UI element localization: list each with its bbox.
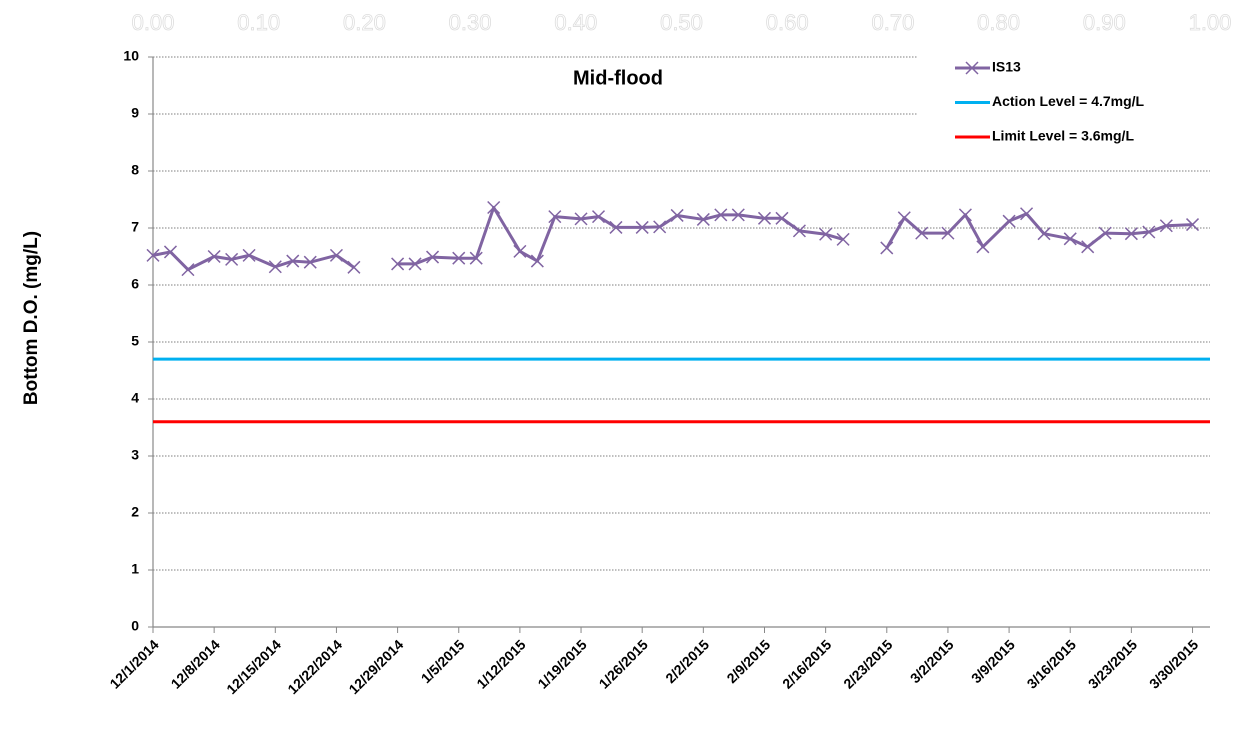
- legend-marker: [965, 61, 979, 75]
- x-tick-label: 3/30/2015: [1146, 636, 1202, 692]
- marker: [635, 220, 649, 234]
- marker: [268, 260, 282, 274]
- legend: IS13 Action Level = 4.7mg/L Limit Level = …: [918, 52, 1210, 162]
- x2-tick-label: 0.10: [237, 10, 280, 35]
- legend-label: IS13: [992, 59, 1021, 75]
- y-tick-label: 7: [131, 219, 139, 235]
- marker: [1142, 225, 1156, 239]
- y-tick-label: 6: [131, 276, 139, 292]
- y-tick-label: 4: [131, 390, 139, 406]
- x-tick-label: 2/2/2015: [662, 636, 712, 686]
- x-tick-label: 3/2/2015: [907, 636, 957, 686]
- x2-tick-label: 0.20: [343, 10, 386, 35]
- x-tick-label: 3/16/2015: [1024, 636, 1080, 692]
- x-tick-label: 1/19/2015: [534, 636, 590, 692]
- y-tick-label: 0: [131, 618, 139, 634]
- x-tick-label: 12/1/2014: [106, 636, 162, 692]
- marker: [836, 232, 850, 246]
- marker: [1037, 227, 1051, 241]
- marker: [452, 251, 466, 265]
- marker: [897, 211, 911, 225]
- legend-box: [918, 52, 1210, 162]
- y-tick-label: 1: [131, 561, 139, 577]
- marker: [574, 212, 588, 226]
- y-tick-label: 10: [123, 48, 139, 64]
- marker: [207, 249, 221, 264]
- marker: [1098, 226, 1112, 240]
- marker: [225, 252, 239, 266]
- marker: [426, 250, 440, 264]
- marker: [1124, 227, 1138, 241]
- chart-title: Mid-flood: [573, 67, 663, 89]
- marker: [976, 240, 990, 254]
- marker: [941, 226, 955, 240]
- x-tick-label: 12/8/2014: [168, 636, 224, 692]
- marker: [1002, 214, 1016, 228]
- y-tick-label: 8: [131, 162, 139, 178]
- x2-tick-label: 0.40: [554, 10, 597, 35]
- marker: [819, 227, 833, 241]
- x2-tick-label: 0.60: [766, 10, 809, 35]
- marker: [696, 212, 710, 226]
- x-tick-label: 1/12/2015: [473, 636, 529, 692]
- legend-label: Limit Level = 3.6mg/L: [992, 128, 1134, 144]
- marker: [469, 251, 483, 265]
- marker: [1159, 219, 1173, 233]
- x2-tick-label: 0.80: [977, 10, 1020, 35]
- x-tick-label: 12/22/2014: [284, 636, 345, 697]
- x-tick-label: 3/23/2015: [1085, 636, 1141, 692]
- x-tick-label: 1/5/2015: [418, 636, 468, 686]
- x2-tick-label: 0.70: [871, 10, 914, 35]
- marker: [714, 208, 728, 222]
- marker: [391, 257, 405, 271]
- x2-tick-label: 0.00: [132, 10, 175, 35]
- x2-tick-label: 1.00: [1189, 10, 1232, 35]
- y-axis-label: Bottom D.O. (mg/L): [21, 231, 42, 405]
- x2-tick-label: 0.50: [660, 10, 703, 35]
- marker: [792, 224, 806, 238]
- x-tick-label: 2/9/2015: [723, 636, 773, 686]
- marker: [1020, 207, 1034, 221]
- y-tick-label: 2: [131, 504, 139, 520]
- x2-tick-label: 0.90: [1083, 10, 1126, 35]
- x-tick-label: 3/9/2015: [968, 636, 1018, 686]
- marker: [163, 245, 178, 259]
- marker: [286, 254, 300, 268]
- marker: [958, 208, 972, 222]
- marker: [609, 220, 623, 234]
- marker: [1081, 240, 1095, 254]
- x2-tick-label: 0.30: [449, 10, 492, 35]
- marker: [181, 263, 195, 277]
- marker: [303, 255, 317, 269]
- marker: [757, 211, 772, 225]
- legend-label: Action Level = 4.7mg/L: [992, 93, 1145, 109]
- x-tick-label: 2/16/2015: [779, 636, 835, 692]
- marker: [548, 210, 562, 224]
- y-tick-label: 5: [131, 333, 139, 349]
- y-tick-label: 9: [131, 105, 139, 121]
- x-tick-label: 12/15/2014: [223, 636, 284, 697]
- marker: [1185, 218, 1200, 232]
- marker: [530, 254, 544, 268]
- marker: [731, 208, 745, 222]
- marker: [1063, 232, 1077, 246]
- marker: [670, 208, 684, 222]
- x-tick-label: 1/26/2015: [596, 636, 652, 692]
- marker: [146, 248, 160, 262]
- marker: [653, 220, 667, 234]
- marker: [329, 248, 343, 262]
- marker: [487, 200, 501, 215]
- marker: [591, 210, 606, 224]
- marker: [880, 241, 894, 255]
- x-tick-label: 2/23/2015: [840, 636, 896, 692]
- marker: [408, 257, 422, 271]
- marker: [242, 248, 256, 262]
- marker: [775, 211, 789, 225]
- y-tick-label: 3: [131, 447, 139, 463]
- marker: [347, 260, 361, 274]
- marker: [915, 226, 929, 240]
- x-tick-label: 12/29/2014: [345, 636, 406, 697]
- marker: [513, 244, 527, 258]
